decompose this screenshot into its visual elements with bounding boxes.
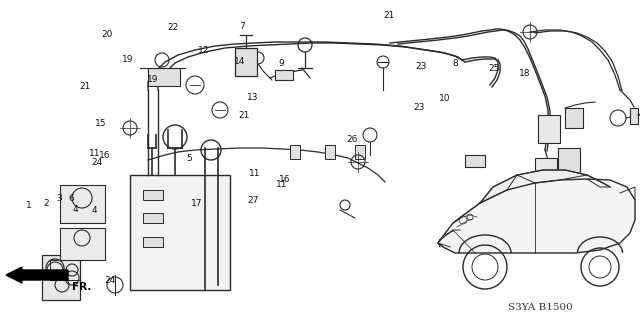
Text: 12: 12 bbox=[198, 46, 209, 55]
Text: 23: 23 bbox=[415, 62, 427, 71]
Bar bbox=[148, 68, 180, 86]
Text: 25: 25 bbox=[488, 64, 500, 73]
Text: 21: 21 bbox=[79, 82, 91, 91]
Text: 19: 19 bbox=[147, 75, 158, 84]
Text: 7: 7 bbox=[239, 22, 244, 31]
Polygon shape bbox=[438, 179, 635, 253]
Text: 4: 4 bbox=[73, 205, 78, 214]
Text: 1: 1 bbox=[26, 201, 31, 210]
FancyArrow shape bbox=[6, 267, 68, 283]
Text: 16: 16 bbox=[279, 175, 291, 184]
Bar bbox=[42, 255, 80, 300]
Text: 9: 9 bbox=[279, 59, 284, 68]
Text: 6: 6 bbox=[69, 194, 74, 203]
Bar bbox=[60, 228, 105, 260]
Text: 27: 27 bbox=[247, 196, 259, 205]
Bar bbox=[60, 185, 105, 223]
Bar bbox=[50, 260, 80, 280]
Text: 16: 16 bbox=[99, 151, 110, 160]
Bar bbox=[290, 145, 300, 159]
Text: 21: 21 bbox=[239, 111, 250, 120]
Text: 2: 2 bbox=[44, 199, 49, 208]
Text: 17: 17 bbox=[191, 199, 203, 208]
Text: 15: 15 bbox=[95, 119, 107, 128]
Polygon shape bbox=[480, 170, 610, 203]
Text: 10: 10 bbox=[439, 94, 451, 103]
Text: 18: 18 bbox=[519, 69, 531, 78]
Text: S3YA B1500: S3YA B1500 bbox=[508, 303, 572, 313]
Text: 20: 20 bbox=[102, 30, 113, 39]
Text: 5: 5 bbox=[186, 154, 191, 163]
Text: 11: 11 bbox=[89, 149, 100, 158]
Bar bbox=[143, 237, 163, 247]
Bar bbox=[558, 148, 580, 176]
Text: 13: 13 bbox=[247, 93, 259, 102]
Bar bbox=[325, 145, 335, 159]
Bar bbox=[143, 190, 163, 200]
Bar bbox=[235, 48, 257, 76]
Bar bbox=[630, 108, 638, 124]
Bar bbox=[143, 213, 163, 223]
Text: 11: 11 bbox=[276, 180, 287, 189]
Text: 14: 14 bbox=[234, 57, 246, 66]
Text: 24: 24 bbox=[104, 276, 116, 285]
Bar bbox=[275, 70, 293, 80]
Text: 24: 24 bbox=[92, 158, 103, 167]
Text: 8: 8 bbox=[453, 59, 458, 68]
Text: 22: 22 bbox=[167, 23, 179, 32]
Text: 21: 21 bbox=[383, 11, 395, 20]
Bar bbox=[130, 175, 230, 290]
Text: 3: 3 bbox=[57, 194, 62, 203]
Bar bbox=[565, 108, 583, 128]
Text: 11: 11 bbox=[249, 169, 260, 178]
Bar bbox=[535, 158, 557, 183]
Text: 26: 26 bbox=[346, 135, 358, 144]
Bar bbox=[538, 115, 560, 143]
Text: 23: 23 bbox=[413, 103, 425, 112]
Text: FR.: FR. bbox=[72, 282, 92, 292]
Bar bbox=[465, 155, 485, 167]
Text: 4: 4 bbox=[92, 206, 97, 215]
Text: 19: 19 bbox=[122, 56, 134, 64]
Bar bbox=[355, 145, 365, 159]
